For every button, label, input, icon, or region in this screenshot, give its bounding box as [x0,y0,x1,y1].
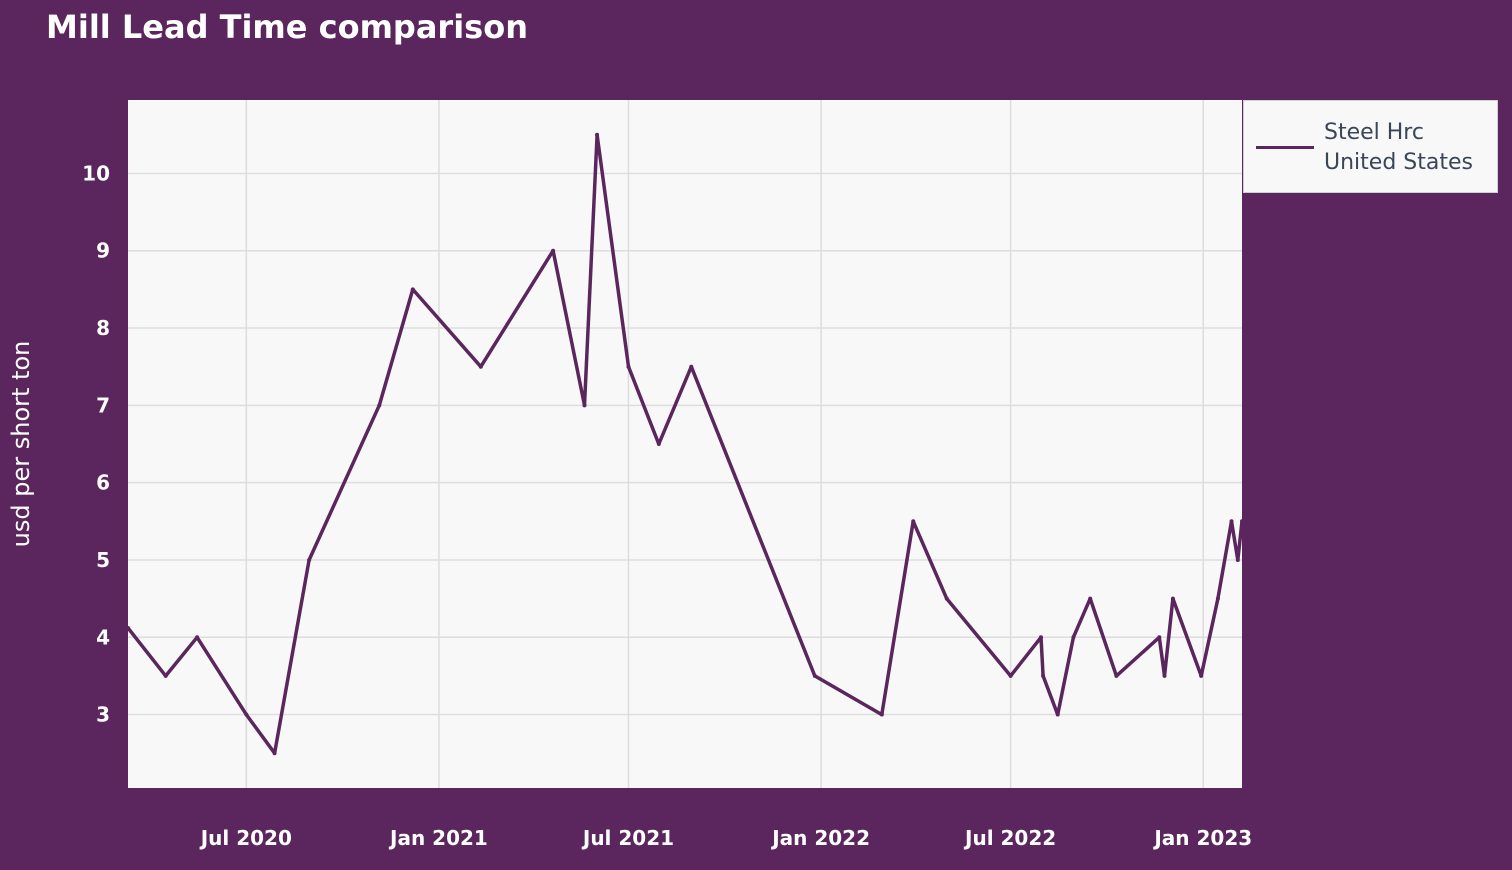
data-point[interactable] [879,712,884,717]
data-point[interactable] [1038,635,1043,640]
data-point[interactable] [1055,712,1060,717]
data-point[interactable] [410,287,415,292]
data-point[interactable] [1088,596,1093,601]
data-point[interactable] [307,557,312,562]
data-point[interactable] [1170,596,1175,601]
data-point[interactable] [163,673,168,678]
data-point[interactable] [595,132,600,137]
y-tick-label: 4 [96,625,110,649]
x-tick-label: Jan 2021 [388,826,488,850]
data-point[interactable] [1041,673,1046,678]
x-tick-label: Jul 2020 [199,826,292,850]
y-tick-label: 10 [82,161,110,185]
y-axis-ticks: 3 4 5 6 7 8 9 10 [82,161,110,726]
data-point[interactable] [812,673,817,678]
data-point[interactable] [244,712,249,717]
data-point[interactable] [1157,635,1162,640]
data-point[interactable] [1240,519,1244,524]
data-point[interactable] [1071,635,1076,640]
y-tick-label: 7 [96,393,110,417]
data-point[interactable] [1008,673,1013,678]
y-tick-label: 9 [96,239,110,263]
data-point[interactable] [626,364,631,369]
data-point[interactable] [1199,673,1204,678]
data-point[interactable] [195,635,200,640]
data-point[interactable] [551,248,556,253]
data-point[interactable] [1229,519,1234,524]
data-point[interactable] [1162,673,1167,678]
y-tick-label: 5 [96,548,110,572]
x-tick-label: Jul 2022 [963,826,1056,850]
chart-title: Mill Lead Time comparison [46,8,528,46]
x-axis-ticks: Jul 2020 Jan 2021 Jul 2021 Jan 2022 Jul 2022… [199,826,1252,850]
legend-swatch [1256,146,1314,149]
data-point[interactable] [377,403,382,408]
gridlines [128,100,1242,788]
y-tick-label: 3 [96,703,110,727]
y-tick-label: 6 [96,471,110,495]
y-tick-label: 8 [96,316,110,340]
data-point[interactable] [272,751,277,756]
data-point[interactable] [656,442,661,446]
series-line[interactable] [126,133,1244,755]
data-point[interactable] [478,364,483,369]
data-point[interactable] [911,519,916,524]
plot-area [128,100,1242,788]
data-point[interactable] [582,403,587,408]
legend[interactable]: Steel Hrc United States [1243,100,1498,193]
series-layer [126,132,1244,756]
x-tick-label: Jul 2021 [581,826,674,850]
y-axis-title: usd per short ton [7,341,35,548]
data-point[interactable] [1235,557,1240,562]
x-tick-label: Jan 2023 [1152,826,1252,850]
x-tick-label: Jan 2022 [770,826,870,850]
data-point[interactable] [1114,673,1119,678]
data-point[interactable] [944,596,949,601]
data-point[interactable] [689,364,694,369]
legend-label: Steel Hrc United States [1324,120,1473,175]
data-point[interactable] [126,625,130,630]
data-point[interactable] [1215,596,1220,601]
